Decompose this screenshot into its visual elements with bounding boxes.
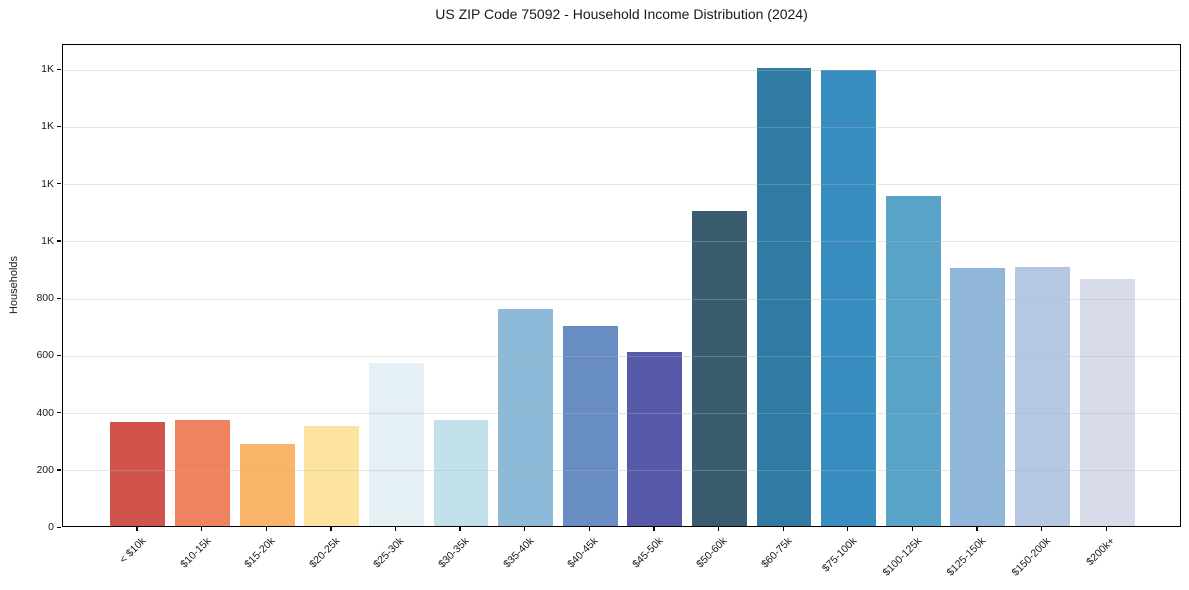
gridline: [63, 241, 1180, 243]
gridline: [63, 298, 1180, 300]
x-tick-label-text: $150-200k: [1009, 535, 1053, 579]
x-tick-mark: [653, 527, 655, 531]
y-tick-label: 0: [48, 521, 54, 533]
bar: [756, 68, 812, 526]
x-tick-mark: [201, 527, 203, 531]
y-tick-mark: [57, 412, 61, 414]
bar: [1079, 278, 1135, 526]
bar: [175, 420, 230, 526]
x-tick-label-text: $15-20k: [242, 535, 278, 571]
y-tick-mark: [57, 240, 61, 242]
x-tick-label-text: $35-40k: [500, 535, 537, 571]
bar: [368, 362, 424, 526]
x-tick-mark: [782, 527, 784, 531]
y-axis-label: Households: [8, 255, 20, 315]
x-tick-mark: [976, 527, 978, 531]
bar: [239, 444, 295, 526]
x-tick-label-text: $50-60k: [694, 535, 730, 571]
x-tick-mark: [394, 527, 397, 531]
gridline: [63, 413, 1180, 415]
y-tick-mark: [57, 354, 61, 357]
bar: [498, 309, 554, 526]
bar: [304, 425, 360, 526]
x-tick-label-text: $125-150k: [944, 535, 989, 579]
y-tick-label: 200: [36, 463, 54, 476]
y-tick-mark: [57, 68, 61, 70]
y-tick-label: 1K: [41, 120, 54, 133]
x-tick-mark: [459, 527, 461, 531]
x-tick-mark: [847, 527, 849, 531]
x-tick-mark: [1105, 527, 1107, 531]
plot-area: [62, 44, 1181, 527]
x-tick-label-text: $20-25k: [306, 535, 343, 571]
x-tick-mark: [588, 527, 590, 531]
y-tick-mark: [57, 469, 61, 471]
y-tick-label: 1K: [41, 63, 54, 76]
y-tick-mark: [57, 125, 61, 128]
bar: [691, 211, 747, 526]
gridline: [63, 184, 1180, 186]
x-tick-label-text: $100-125k: [880, 535, 924, 579]
gridline: [63, 126, 1180, 128]
bar: [821, 70, 877, 526]
x-tick-mark: [524, 527, 526, 531]
y-tick-label: 400: [36, 406, 54, 419]
y-tick-mark: [57, 297, 61, 299]
x-tick-label-text: $10-15k: [177, 535, 214, 571]
bar: [110, 421, 166, 526]
y-tick-label: 1K: [41, 177, 54, 190]
y-tick-label: 800: [36, 292, 54, 305]
x-tick-label-text: $75-100k: [819, 535, 860, 575]
x-tick-mark: [265, 527, 267, 531]
x-tick-label-text: < $10k: [117, 535, 149, 566]
bar: [562, 325, 618, 526]
x-tick-label-text: $30-35k: [436, 535, 472, 571]
bar: [1014, 266, 1070, 526]
x-tick-mark: [1040, 527, 1043, 531]
bar: [885, 196, 941, 526]
y-tick-mark: [57, 183, 61, 185]
x-tick-label-text: $200k+: [1084, 535, 1118, 569]
x-tick-mark: [136, 527, 138, 531]
x-tick-mark: [717, 527, 720, 531]
gridline: [63, 355, 1180, 357]
bar: [950, 268, 1006, 526]
y-tick-mark: [57, 526, 61, 528]
gridline: [63, 470, 1180, 472]
y-tick-label: 600: [36, 349, 54, 362]
bar: [627, 352, 683, 526]
x-tick-label-text: $45-50k: [629, 535, 666, 571]
chart-title: US ZIP Code 75092 - Household Income Dis…: [435, 6, 808, 22]
x-tick-mark: [330, 527, 332, 531]
x-tick-label-text: $25-30k: [371, 535, 407, 571]
x-tick-label-text: $60-75k: [759, 535, 795, 571]
gridline: [63, 69, 1180, 71]
x-tick-label-text: $40-45k: [565, 535, 601, 571]
x-tick-mark: [911, 527, 914, 531]
y-tick-label: 1K: [41, 234, 54, 247]
bar: [433, 419, 489, 526]
